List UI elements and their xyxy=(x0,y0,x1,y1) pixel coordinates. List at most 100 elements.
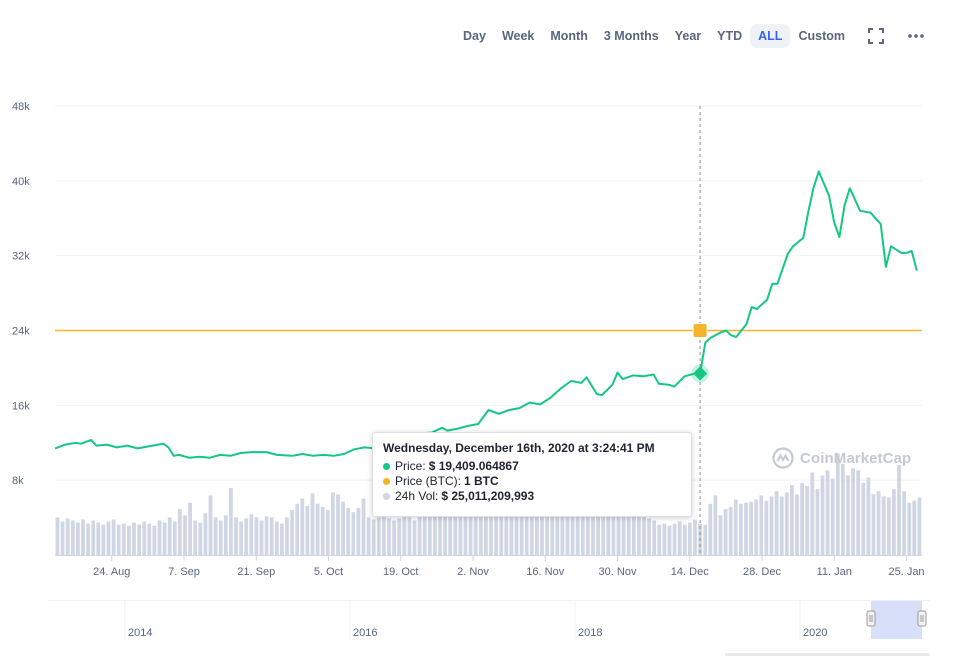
volume-bar xyxy=(892,489,896,555)
volume-bar xyxy=(637,503,641,555)
volume-bar xyxy=(132,522,136,555)
volume-bar xyxy=(407,517,412,555)
price-hover-marker xyxy=(693,366,708,381)
volume-bar xyxy=(387,518,391,555)
volume-bar xyxy=(300,498,305,555)
volume-bar xyxy=(259,520,264,555)
x-tick-label-0: 24. Aug xyxy=(93,566,130,578)
volume-bar xyxy=(371,519,376,555)
volume-bar xyxy=(912,500,917,555)
watermark-text: CoinMarketCap xyxy=(800,449,912,467)
volume-bar xyxy=(157,520,162,555)
volume-bar xyxy=(484,506,488,555)
y-tick-label-2: 24k xyxy=(12,326,30,338)
tooltip-row-btc: Price (BTC): 1 BTC xyxy=(383,474,681,489)
volume-bar xyxy=(285,517,289,555)
navigator-label-3: 2020 xyxy=(803,627,827,639)
volume-bar xyxy=(162,522,167,555)
volume-bar xyxy=(254,517,259,555)
volume-bar xyxy=(121,523,126,555)
volume-bar xyxy=(290,510,294,555)
x-tick-label-10: 11. Jan xyxy=(817,566,852,578)
volume-bar xyxy=(662,523,667,555)
volume-bar xyxy=(846,475,850,555)
y-axis-labels: 8k 16k 24k 32k 40k 48k xyxy=(12,101,30,487)
volume-bar xyxy=(841,464,845,555)
volume-bar xyxy=(519,501,524,555)
volume-bar xyxy=(723,509,728,555)
tooltip-volume-value: $ 25,011,209,993 xyxy=(441,489,535,503)
volume-bar xyxy=(784,492,789,555)
range-day-button[interactable]: Day xyxy=(463,29,486,43)
volume-bar xyxy=(866,477,871,555)
tooltip-title: Wednesday, December 16th, 2020 at 3:24:4… xyxy=(383,441,655,455)
volume-bar xyxy=(172,521,177,555)
tooltip-price-value: $ 19,409.064867 xyxy=(428,459,519,473)
volume-bar xyxy=(749,501,753,555)
volume-bar xyxy=(361,498,366,555)
range-week-button[interactable]: Week xyxy=(501,29,535,43)
x-tick-label-11: 25. Jan xyxy=(888,566,924,578)
volume-bar xyxy=(616,498,621,555)
volume-bar xyxy=(790,484,794,555)
volume-bar xyxy=(504,506,509,555)
price-line xyxy=(54,170,918,459)
range-custom-button[interactable]: Custom xyxy=(798,29,845,43)
volume-bar xyxy=(861,482,866,555)
x-tick-label-8: 14. Dec xyxy=(671,566,709,578)
volume-bar xyxy=(733,499,738,555)
volume-bar xyxy=(713,495,718,555)
volume-bar xyxy=(764,500,769,555)
volume-bar xyxy=(70,520,75,555)
volume-bar xyxy=(586,510,590,555)
volume-bar xyxy=(902,491,906,555)
navigator[interactable]: 2014 2016 2018 2020 xyxy=(48,600,930,656)
range-month-button[interactable]: Month xyxy=(550,29,588,43)
volume-bar xyxy=(672,523,677,555)
volume-bar xyxy=(438,510,442,555)
volume-bar xyxy=(728,506,733,555)
crosshair-layer xyxy=(691,106,710,555)
volume-bars xyxy=(55,453,922,555)
range-toolbar: Day Week Month 3 Months Year YTD ALL Cus… xyxy=(455,22,933,50)
volume-bar xyxy=(295,503,300,555)
volume-bar xyxy=(509,509,514,555)
volume-bar xyxy=(856,470,861,555)
volume-bar xyxy=(550,500,555,555)
volume-bar xyxy=(468,503,473,555)
volume-bar xyxy=(402,514,407,555)
volume-bar xyxy=(688,522,692,555)
range-ytd-button[interactable]: YTD xyxy=(717,29,743,43)
volume-bar xyxy=(320,506,325,555)
volume-bar xyxy=(101,524,106,555)
volume-bar xyxy=(631,515,636,555)
volume-bar xyxy=(805,486,810,555)
volume-bar xyxy=(897,465,901,555)
x-tick-label-7: 30. Nov xyxy=(599,566,637,578)
volume-bar xyxy=(703,524,708,555)
volume-bar xyxy=(218,520,223,555)
volume-bar xyxy=(917,497,922,555)
volume-bar xyxy=(305,505,310,555)
range-3-months-button[interactable]: 3 Months xyxy=(603,29,659,43)
volume-bar xyxy=(774,491,779,555)
navigator-label-1: 2016 xyxy=(353,627,377,639)
fullscreen-icon[interactable] xyxy=(859,27,893,45)
volume-bar xyxy=(198,522,203,555)
volume-bar xyxy=(86,523,90,555)
volume-bar xyxy=(886,497,891,555)
volume-bar xyxy=(60,521,65,555)
range-all-button[interactable]: ALL xyxy=(750,24,791,48)
more-options-icon[interactable] xyxy=(899,27,933,45)
x-tick-label-3: 5. Oct xyxy=(314,566,343,578)
volume-bar xyxy=(682,524,687,555)
range-year-button[interactable]: Year xyxy=(674,29,702,43)
tooltip-row-price: Price: $ 19,409.064867 xyxy=(383,459,681,474)
volume-bar xyxy=(356,507,361,555)
volume-bar xyxy=(494,503,498,555)
volume-bar xyxy=(208,495,213,555)
volume-bar xyxy=(91,520,96,555)
volume-bar xyxy=(596,500,600,555)
volume-bar xyxy=(820,475,825,555)
